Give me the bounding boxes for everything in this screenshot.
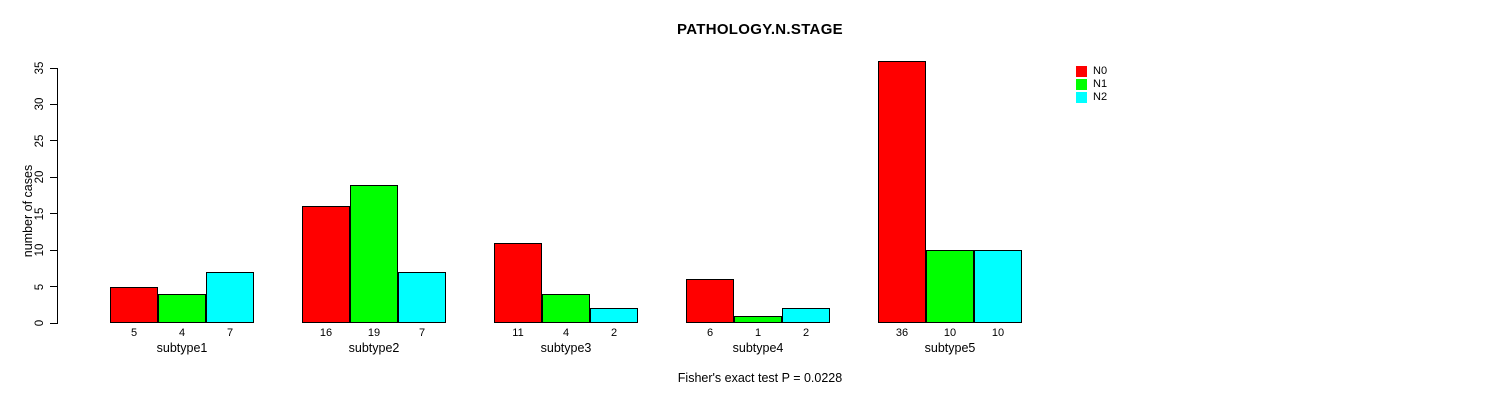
y-tick-label: 5 <box>34 283 46 290</box>
category-label-subtype4: subtype4 <box>732 341 784 355</box>
y-tick-mark <box>50 140 57 142</box>
bar-n2-subtype3 <box>590 308 638 323</box>
bar-value-label: 2 <box>802 327 810 339</box>
y-tick-mark <box>50 286 57 288</box>
bar-value-label: 7 <box>226 327 234 339</box>
y-tick-mark <box>50 176 57 178</box>
y-tick-mark <box>50 103 57 105</box>
bar-n0-subtype3 <box>494 242 542 323</box>
legend-label: N2 <box>1093 91 1108 103</box>
bar-value-label: 10 <box>943 327 957 339</box>
y-tick-mark <box>50 322 57 324</box>
legend-swatch-icon <box>1076 66 1087 77</box>
bar-value-label: 6 <box>706 327 714 339</box>
category-label-subtype5: subtype5 <box>924 341 976 355</box>
bar-n2-subtype1 <box>206 272 254 323</box>
legend: N0 N1 N2 <box>1076 66 1107 105</box>
bar-value-label: 36 <box>895 327 909 339</box>
y-tick-label: 25 <box>34 134 46 148</box>
bar-value-label: 16 <box>319 327 333 339</box>
bar-value-label: 5 <box>130 327 138 339</box>
bar-n1-subtype2 <box>350 184 398 323</box>
bar-value-label: 4 <box>178 327 186 339</box>
bar-n1-subtype4 <box>734 315 782 323</box>
category-label-subtype1: subtype1 <box>156 341 208 355</box>
chart-title: PATHOLOGY.N.STAGE <box>677 21 843 38</box>
y-tick-label: 10 <box>34 243 46 257</box>
y-tick-label: 15 <box>34 207 46 221</box>
y-tick-label: 0 <box>34 319 46 327</box>
y-tick-mark <box>50 249 57 251</box>
bar-n0-subtype4 <box>686 279 734 323</box>
bar-value-label: 19 <box>367 327 381 339</box>
bar-value-label: 4 <box>562 327 570 339</box>
legend-label: N0 <box>1093 65 1108 77</box>
bar-value-label: 7 <box>418 327 426 339</box>
bar-value-label: 11 <box>512 327 524 339</box>
y-tick-label: 20 <box>34 170 46 184</box>
bar-n2-subtype2 <box>398 272 446 323</box>
bar-value-label: 1 <box>754 327 762 339</box>
legend-row-n1: N1 <box>1076 79 1107 90</box>
bar-n0-subtype2 <box>302 206 350 323</box>
bar-value-label: 2 <box>610 327 618 339</box>
bar-n2-subtype5 <box>974 250 1022 323</box>
bar-n0-subtype1 <box>110 286 158 323</box>
legend-swatch-icon <box>1076 92 1087 103</box>
bar-n2-subtype4 <box>782 308 830 323</box>
bar-n1-subtype3 <box>542 293 590 323</box>
y-tick-label: 30 <box>34 98 46 111</box>
y-tick-mark <box>50 213 57 215</box>
legend-label: N1 <box>1093 78 1108 90</box>
bar-n1-subtype1 <box>158 293 206 323</box>
y-tick-label: 35 <box>34 61 46 75</box>
bar-n1-subtype5 <box>926 250 974 323</box>
category-label-subtype3: subtype3 <box>540 341 592 355</box>
legend-swatch-icon <box>1076 79 1087 90</box>
legend-row-n0: N0 <box>1076 66 1107 77</box>
bar-n0-subtype5 <box>878 60 926 323</box>
bar-value-label: 10 <box>991 327 1005 339</box>
y-tick-mark <box>50 67 57 69</box>
category-label-subtype2: subtype2 <box>348 341 400 355</box>
y-axis-label: number of cases <box>21 164 35 258</box>
y-axis-line <box>57 68 58 324</box>
stat-note: Fisher's exact test P = 0.0228 <box>677 371 843 385</box>
legend-row-n2: N2 <box>1076 92 1107 103</box>
